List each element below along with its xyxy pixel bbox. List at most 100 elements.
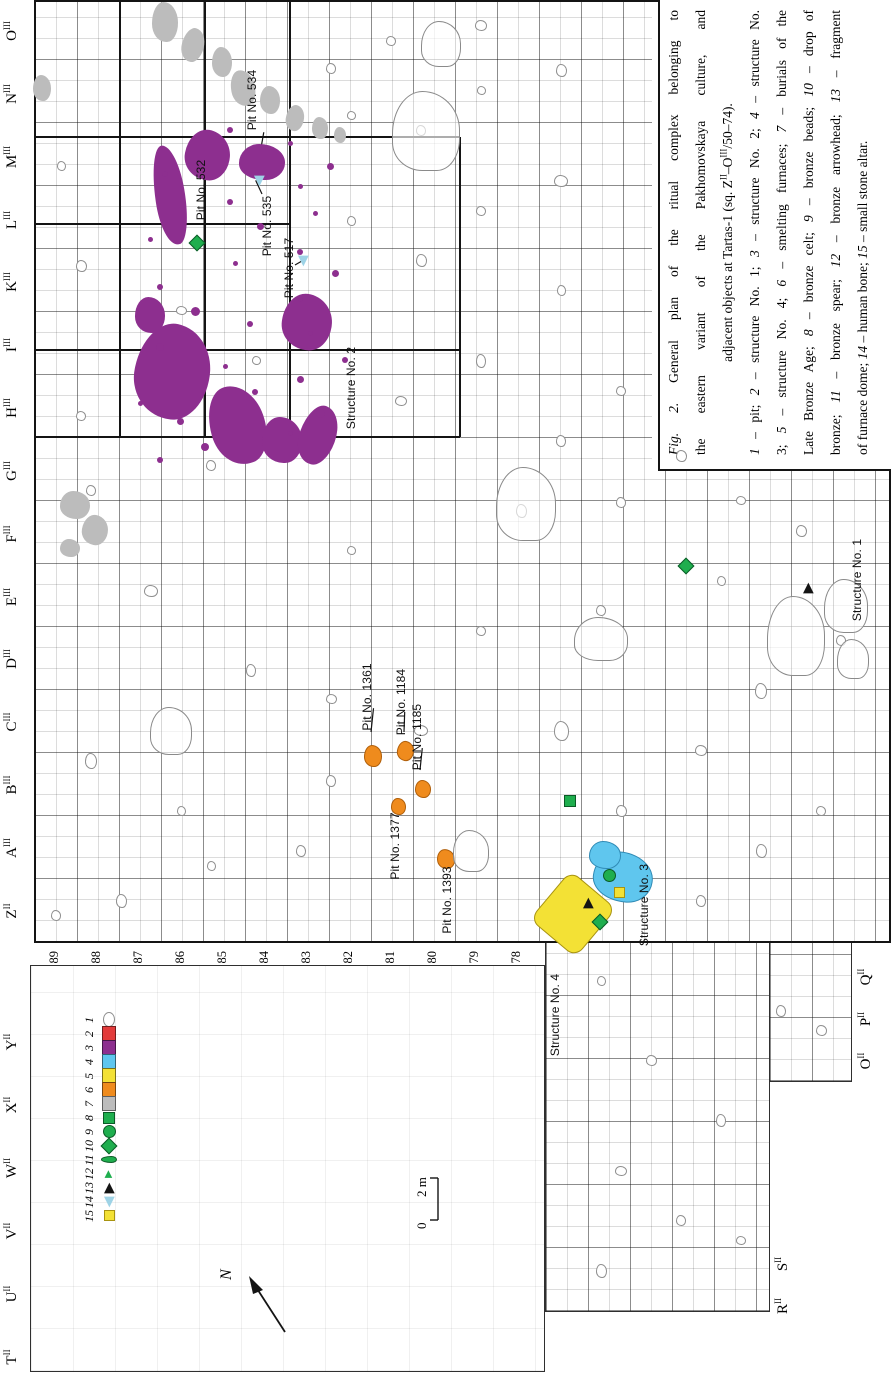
pit-outline bbox=[553, 721, 569, 741]
burial-blob bbox=[212, 47, 232, 77]
burial-blob bbox=[60, 491, 90, 519]
pit-outline bbox=[675, 450, 687, 462]
structure-3-blob bbox=[589, 841, 621, 869]
grid-letter: TII bbox=[2, 1349, 20, 1365]
grid-row-number: 89 bbox=[47, 951, 61, 964]
pit-outline bbox=[816, 806, 826, 816]
bronze-arrowhead-icon: ▶ bbox=[103, 1170, 114, 1178]
grid-row-number: 87 bbox=[131, 951, 145, 964]
pit-outline bbox=[716, 576, 726, 586]
grid-row-number: 83 bbox=[299, 951, 313, 964]
grid-row-number: 79 bbox=[467, 951, 481, 964]
grid-row-number: 84 bbox=[257, 951, 271, 964]
bronze-beads-icon bbox=[602, 869, 616, 883]
burial-blob bbox=[60, 539, 80, 557]
burial-blob bbox=[312, 117, 328, 139]
plan-label: Structure No. 2 bbox=[344, 346, 358, 430]
grid-letter: OIII bbox=[2, 21, 20, 41]
grid-letter: IIII bbox=[2, 338, 20, 352]
plan-label: Pit No. 1185 bbox=[410, 703, 424, 771]
pit-outline bbox=[326, 775, 336, 787]
structure-2-blob bbox=[262, 417, 302, 463]
pit-outline bbox=[755, 844, 767, 858]
figure-caption: Fig. 2. General plan of the ritual compl… bbox=[652, 0, 891, 467]
furnace-dome-fragment-icon: ▶ bbox=[799, 579, 817, 597]
grid-letter: BIII bbox=[2, 775, 20, 795]
pit-outline bbox=[325, 694, 337, 704]
grid-letter: AIII bbox=[2, 838, 20, 858]
grid-letter: MIII bbox=[2, 145, 20, 169]
structure-2-blob bbox=[135, 297, 165, 333]
pit-outline bbox=[415, 254, 427, 268]
plan-label: Pit No. 1377 bbox=[388, 812, 402, 880]
pit-outline bbox=[696, 895, 706, 907]
pit-outline bbox=[555, 64, 567, 78]
burial-blob bbox=[260, 86, 280, 114]
grid-row-number: 88 bbox=[89, 951, 103, 964]
drop-of-bronze-icon bbox=[677, 557, 695, 575]
plan-label: Structure No. 4 bbox=[548, 973, 562, 1057]
caption-line: 1 – pit; 2 – structure No. 1; 3 – struct… bbox=[747, 10, 762, 455]
drop-of-bronze-icon bbox=[188, 234, 206, 252]
grid-letter: NIII bbox=[2, 84, 20, 104]
grid-letter: HIII bbox=[2, 398, 20, 418]
pit-outline bbox=[56, 161, 66, 171]
grid-letter: YII bbox=[2, 1033, 20, 1051]
structure-2-dot bbox=[247, 321, 253, 327]
pit-outline bbox=[795, 525, 807, 537]
pit-outline bbox=[76, 411, 86, 421]
plan-label: Pit No. 534 bbox=[245, 69, 259, 131]
structure-2-dot bbox=[227, 127, 233, 133]
bronze-spear-icon bbox=[101, 1156, 117, 1164]
pit-outline-large bbox=[421, 21, 461, 67]
burial-blob bbox=[33, 75, 51, 101]
plan-label: Pit No. 1184 bbox=[394, 668, 408, 736]
stone-altar-icon bbox=[610, 884, 628, 902]
structure-2-dot bbox=[252, 389, 258, 395]
grid-row-number: 78 bbox=[509, 951, 523, 964]
pit-outline bbox=[556, 285, 566, 297]
pit-outline-large bbox=[453, 830, 489, 872]
plan-label: Structure No. 1 bbox=[850, 538, 864, 622]
pit-outline bbox=[296, 845, 306, 857]
bronze-celt-icon bbox=[561, 792, 579, 810]
pit-outline bbox=[755, 683, 767, 699]
caption-line: bronze; 11 – bronze spear; 12 – bronze a… bbox=[828, 10, 843, 455]
grid-letter: UII bbox=[2, 1285, 20, 1303]
furnace-dome-fragment-icon: ▶ bbox=[800, 582, 816, 594]
pit-outline-large bbox=[392, 91, 460, 171]
caption-line: Fig. 2. General plan of the ritual compl… bbox=[666, 10, 681, 455]
legend-swatch-small-stone-altar bbox=[100, 1208, 118, 1224]
grid-letter: QII bbox=[856, 968, 874, 986]
grid-letter: GIII bbox=[2, 461, 20, 481]
pit-outline bbox=[476, 354, 486, 368]
grid-letter: DIII bbox=[2, 649, 20, 669]
structure-2-dot bbox=[157, 284, 163, 290]
furnace-dome-fragment-icon: ▶ bbox=[101, 1182, 117, 1194]
grid-letter: FIII bbox=[2, 525, 20, 543]
pit-outline bbox=[206, 861, 216, 871]
bronze-beads-icon bbox=[600, 867, 618, 885]
human-bone-icon: ◀ bbox=[251, 175, 267, 187]
pit-outline bbox=[176, 806, 186, 816]
furnace-dome-fragment-icon: ▶ bbox=[579, 894, 597, 912]
caption-line: 3; 5 – structure No. 4; 6 – smelting fur… bbox=[774, 10, 789, 455]
grid-row-number: 86 bbox=[173, 951, 187, 964]
grid-letter: RII bbox=[773, 1298, 791, 1315]
furnace-dome-fragment-icon: ▶ bbox=[580, 897, 596, 909]
pit-outline bbox=[596, 976, 606, 986]
pit-outline bbox=[616, 386, 626, 396]
drop-of-bronze-icon bbox=[677, 557, 695, 575]
pit-outline-large bbox=[150, 707, 192, 755]
pit-outline bbox=[595, 1264, 607, 1278]
grid-letter: EIII bbox=[2, 587, 20, 607]
pit-outline bbox=[144, 585, 158, 597]
pit-outline bbox=[476, 626, 486, 636]
plan-label: Pit No. 1361 bbox=[360, 663, 374, 731]
bronze-celt-icon bbox=[103, 1112, 115, 1124]
grid-letter: VII bbox=[2, 1222, 20, 1240]
pit-outline bbox=[615, 805, 627, 817]
human-bone-icon: ◀ bbox=[101, 1196, 117, 1208]
north-label: N bbox=[218, 1269, 235, 1280]
